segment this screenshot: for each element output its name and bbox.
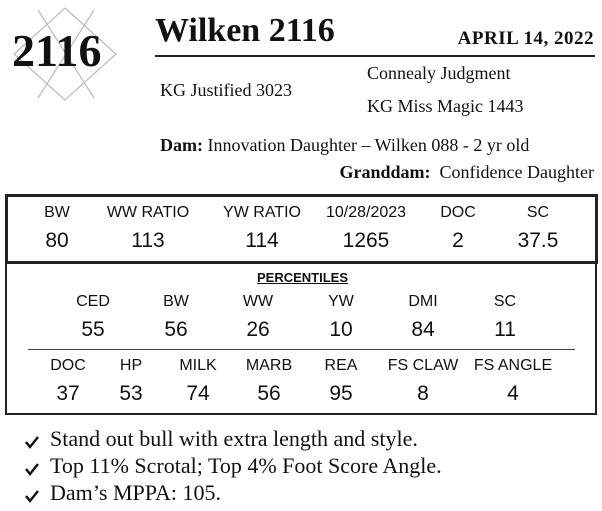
column-value: 4 — [507, 382, 519, 405]
column-header: DOC — [440, 204, 476, 221]
column-value: 8 — [417, 382, 429, 405]
column-header: BW — [44, 204, 70, 221]
column-value: 37 — [56, 382, 80, 405]
column-value: 84 — [411, 318, 435, 341]
bullet-text: Dam’s MPPA: 105. — [50, 480, 221, 505]
column-header: CED — [76, 293, 110, 310]
column-value: 37.5 — [517, 229, 559, 252]
column-value: 1265 — [342, 229, 390, 252]
column-header: SC — [526, 204, 550, 221]
column-header: 10/28/2023 — [325, 204, 407, 221]
column-header: SC — [493, 293, 517, 310]
column-header: DMI — [408, 293, 438, 310]
lot-emblem — [13, 7, 117, 101]
column-header: FS ANGLE — [473, 357, 553, 374]
check-icon — [25, 436, 39, 449]
granddam-label: Granddam: — [339, 162, 431, 182]
lot-number: 2116 — [12, 25, 102, 76]
column-value: 56 — [257, 382, 281, 405]
column-header: WW — [242, 293, 274, 310]
percentiles-title: PERCENTILES — [257, 270, 349, 285]
column-value: 10 — [329, 318, 353, 341]
percentile-box — [5, 262, 597, 415]
column-value: 113 — [131, 229, 165, 252]
check-icon — [25, 490, 39, 503]
column-value: 55 — [81, 318, 105, 341]
column-value: 56 — [164, 318, 188, 341]
column-value: 2 — [452, 229, 464, 252]
check-icon — [25, 463, 39, 476]
column-header: WW RATIO — [106, 204, 190, 221]
column-value: 53 — [119, 382, 143, 405]
column-value: 74 — [186, 382, 210, 405]
header-rule — [155, 55, 595, 57]
column-header: REA — [324, 357, 358, 374]
column-header: YW RATIO — [223, 204, 301, 221]
dam-line: Dam: Innovation Daughter – Wilken 088 - … — [160, 135, 529, 156]
sire-dam: KG Miss Magic 1443 — [367, 96, 524, 116]
bullet-text: Top 11% Scrotal; Top 4% Foot Score Angle… — [50, 453, 442, 478]
granddam-text: Confidence Daughter — [439, 162, 594, 182]
column-value: 11 — [494, 318, 516, 341]
sire-sire: Connealy Judgment — [367, 63, 511, 83]
sire: KG Justified 3023 — [160, 80, 292, 100]
column-value: 95 — [329, 382, 353, 405]
sale-date: APRIL 14, 2022 — [457, 28, 594, 49]
column-value: 80 — [45, 229, 69, 252]
percentile-divider — [28, 349, 575, 350]
column-header: YW — [328, 293, 354, 310]
epd-box — [5, 194, 598, 264]
dam-text: Innovation Daughter – Wilken 088 - 2 yr … — [207, 135, 530, 155]
column-header: DOC — [50, 357, 86, 374]
dam-label: Dam: — [160, 135, 203, 155]
column-value: 114 — [245, 229, 279, 252]
column-header: FS CLAW — [387, 357, 459, 374]
animal-name: Wilken 2116 — [155, 12, 335, 49]
column-header: MARB — [245, 357, 293, 374]
column-header: MILK — [179, 357, 217, 374]
column-header: BW — [163, 293, 189, 310]
bullet-text: Stand out bull with extra length and sty… — [50, 426, 418, 451]
column-value: 26 — [246, 318, 270, 341]
granddam-line: Granddam: Confidence Daughter — [340, 162, 594, 183]
column-header: HP — [119, 357, 143, 374]
